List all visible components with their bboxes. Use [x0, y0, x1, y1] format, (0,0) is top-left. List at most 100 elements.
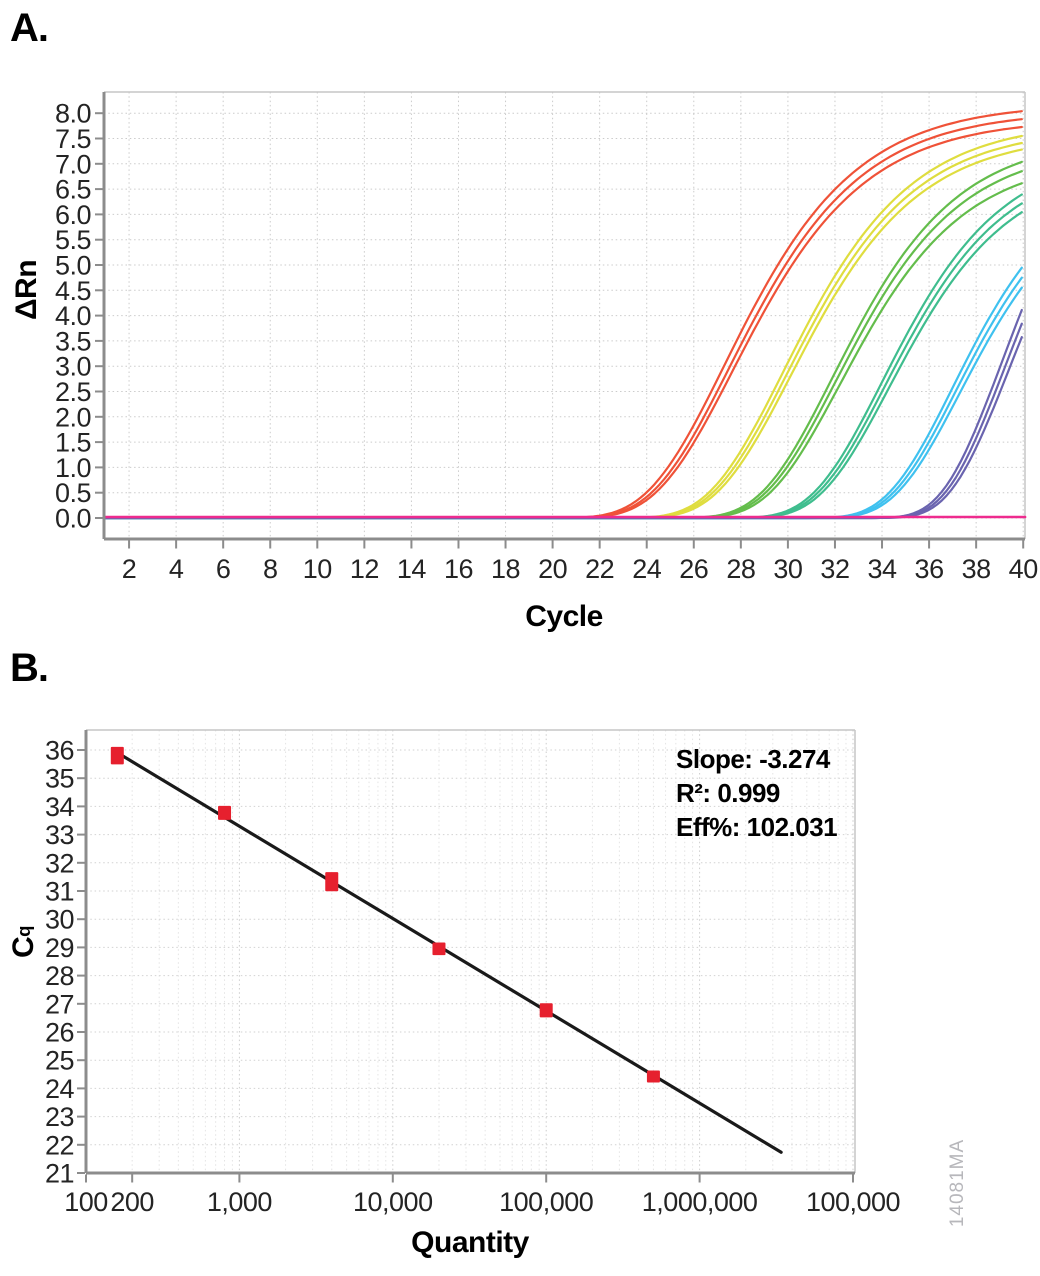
- amplification-curve: [103, 170, 1023, 520]
- x-tick-label: 14: [397, 554, 427, 584]
- y-tick-label: 30: [45, 905, 74, 935]
- x-tick-label: 32: [820, 554, 849, 584]
- x-tick-label: 100,000: [499, 1187, 593, 1217]
- stat-slope: Slope: -3.274: [676, 744, 830, 774]
- data-point-marker: [325, 872, 339, 892]
- amplification-curve: [103, 160, 1023, 520]
- amplification-curve: [103, 211, 1023, 520]
- y-tick-label: 6.5: [55, 175, 91, 205]
- x-tick-label: 6: [216, 554, 231, 584]
- amplification-curve: [103, 118, 1023, 520]
- x-tick-label: 10,000: [353, 1187, 433, 1217]
- x-tick-label: 30: [773, 554, 802, 584]
- x-tick-label: 12: [350, 554, 379, 584]
- x-tick-label: 40: [1009, 554, 1038, 584]
- x-tick-label: 16: [444, 554, 473, 584]
- amplification-curve: [103, 110, 1023, 520]
- amplification-series-green: [103, 160, 1023, 520]
- panel-b-grid: [86, 730, 855, 1174]
- y-tick-label: 27: [45, 989, 74, 1019]
- data-point-marker: [218, 805, 232, 820]
- x-tick-label: 36: [915, 554, 944, 584]
- x-tick-label: 28: [726, 554, 755, 584]
- panel-b-x-tick-labels: 100 200 1,000 10,000 100,000 1,000,000 100,000: [64, 1187, 900, 1217]
- y-tick-label: 31: [45, 877, 74, 907]
- y-tick-label: 26: [45, 1018, 74, 1048]
- y-tick-label: 23: [45, 1102, 74, 1132]
- y-tick-label: 21: [45, 1159, 74, 1189]
- y-tick-label: 0.5: [55, 478, 91, 508]
- x-tick-label: 34: [867, 554, 897, 584]
- y-tick-label: 32: [45, 848, 74, 878]
- amplification-curve: [103, 148, 1023, 520]
- y-tick-label: 2.0: [55, 402, 91, 432]
- y-tick-label: 7.0: [55, 149, 91, 179]
- y-tick-label: 4.5: [55, 276, 91, 306]
- x-tick-label: 22: [585, 554, 614, 584]
- panel-a-label: A.: [10, 6, 49, 50]
- x-tick-label: 20: [538, 554, 567, 584]
- y-tick-label: 7.5: [55, 124, 91, 154]
- y-tick-label: 0.0: [55, 504, 91, 534]
- y-tick-label: 5.5: [55, 225, 91, 255]
- x-tick-label: 38: [962, 554, 991, 584]
- panel-b-x-axis-title: Quantity: [411, 1226, 529, 1259]
- amplification-series-teal: [103, 193, 1023, 520]
- amplification-curve: [103, 336, 1023, 520]
- x-tick-label: 26: [679, 554, 708, 584]
- y-tick-label: 25: [45, 1046, 74, 1076]
- panel-b-tick-marks: [77, 749, 854, 1183]
- x-tick-label: 1,000,000: [642, 1187, 758, 1217]
- x-tick-label: 1,000: [207, 1187, 272, 1217]
- amplification-curve: [103, 202, 1023, 520]
- y-tick-label: 24: [45, 1074, 75, 1104]
- y-tick-label: 2.5: [55, 377, 91, 407]
- data-point-marker: [432, 942, 446, 956]
- amplification-curve: [103, 322, 1023, 520]
- y-tick-label: 3.0: [55, 352, 91, 382]
- y-tick-label: 34: [45, 792, 75, 822]
- x-tick-label: 200: [110, 1187, 154, 1217]
- stat-r-squared: R²: 0.999: [676, 778, 780, 808]
- y-tick-label: 36: [45, 736, 74, 766]
- cq-label-main: C: [7, 936, 40, 959]
- panel-a-y-tick-labels: 8.07.57.06.56.05.55.04.54.03.53.02.52.01…: [55, 99, 92, 534]
- panel-a-y-axis-title: ΔRn: [10, 259, 43, 321]
- x-tick-label: 100: [64, 1187, 108, 1217]
- amplification-curve: [103, 125, 1023, 520]
- y-tick-label: 3.5: [55, 326, 91, 356]
- panel-b-label: B.: [10, 646, 49, 690]
- standard-curve-stats: Slope: -3.274 R²: 0.999 Eff%: 102.031: [676, 742, 838, 844]
- panel-a-grid: [104, 92, 1025, 539]
- panel-a-x-axis-title: Cycle: [525, 600, 603, 633]
- amplification-curve: [103, 286, 1023, 520]
- y-tick-label: 22: [45, 1130, 74, 1160]
- amplification-curves: [102, 110, 1027, 520]
- y-tick-label: 33: [45, 820, 74, 850]
- regression-line: [119, 753, 783, 1154]
- y-tick-label: 35: [45, 764, 74, 794]
- data-point-marker: [110, 746, 124, 765]
- x-tick-label: 2: [122, 554, 137, 584]
- y-tick-label: 1.5: [55, 428, 91, 458]
- amplification-curve: [103, 141, 1023, 520]
- x-tick-label: 24: [632, 554, 662, 584]
- x-tick-label: 10: [303, 554, 332, 584]
- stat-efficiency: Eff%: 102.031: [676, 812, 838, 842]
- y-tick-label: 4.0: [55, 301, 91, 331]
- amplification-curve: [103, 134, 1023, 520]
- y-tick-label: 1.0: [55, 453, 91, 483]
- panel-a-x-tick-labels: 2 4 6 8 10 12 14 16 18 20 22 24 26 28 30 32 34 36 38 40: [122, 554, 1038, 584]
- data-point-marker: [539, 1003, 553, 1018]
- watermark-figure-id: 14081MA: [947, 1138, 968, 1228]
- y-tick-label: 6.0: [55, 200, 91, 230]
- y-tick-label: 29: [45, 933, 74, 963]
- x-tick-label: 8: [263, 554, 278, 584]
- amplification-series-yellow: [103, 134, 1023, 520]
- panel-a-tick-marks: [95, 112, 1025, 549]
- y-tick-label: 8.0: [55, 99, 91, 129]
- x-tick-label: 18: [491, 554, 520, 584]
